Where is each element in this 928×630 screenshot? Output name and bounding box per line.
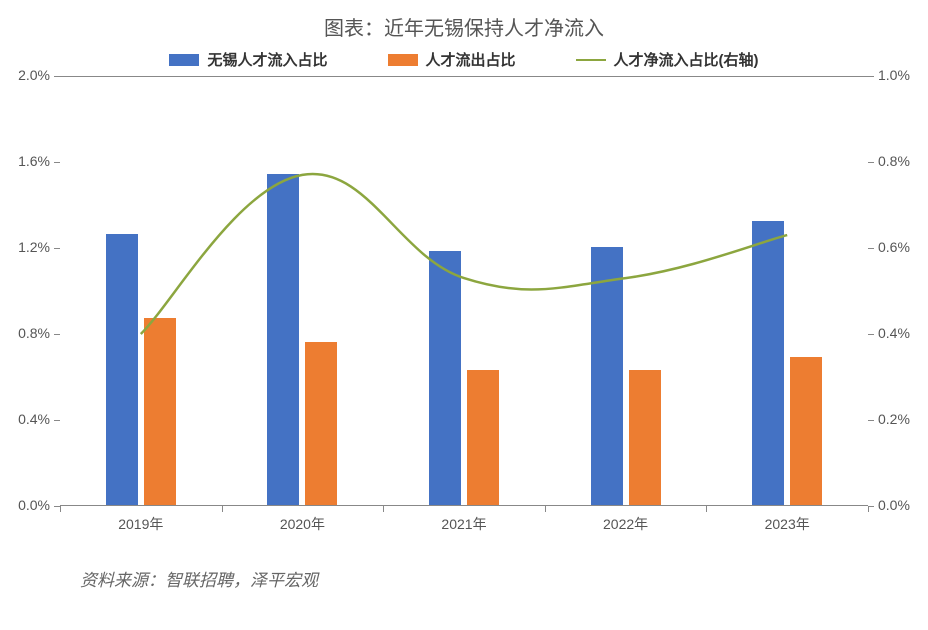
y-left-tick-mark [54, 248, 60, 249]
y-left-tick-mark [54, 76, 60, 77]
bar-inflow [752, 221, 784, 505]
y-right-tick-label: 0.8% [878, 153, 910, 169]
legend-swatch-net [576, 59, 606, 61]
bar-inflow [106, 234, 138, 505]
y-left-tick-label: 0.0% [0, 497, 50, 513]
legend-swatch-inflow [169, 54, 199, 66]
y-left-tick-mark [54, 162, 60, 163]
legend-label-inflow: 无锡人才流入占比 [207, 49, 327, 70]
legend-item-net: 人才净流入占比(右轴) [576, 49, 759, 70]
legend-label-outflow: 人才流出占比 [426, 49, 516, 70]
x-tick-mark [706, 506, 707, 512]
y-left-tick-label: 1.6% [0, 153, 50, 169]
y-right-tick-label: 0.6% [878, 239, 910, 255]
plot-area [60, 76, 868, 506]
bar-outflow [790, 357, 822, 505]
y-right-tick-mark [868, 162, 874, 163]
y-left-tick-mark [54, 420, 60, 421]
bar-outflow [144, 318, 176, 505]
bar-outflow [467, 370, 499, 505]
y-right-tick-label: 0.2% [878, 411, 910, 427]
y-left-tick-label: 0.8% [0, 325, 50, 341]
x-tick-label: 2020年 [280, 514, 325, 534]
bar-inflow [591, 247, 623, 505]
x-tick-label: 2023年 [765, 514, 810, 534]
y-left-tick-label: 2.0% [0, 67, 50, 83]
legend-item-outflow: 人才流出占比 [388, 49, 516, 70]
bar-inflow [267, 174, 299, 505]
x-tick-label: 2022年 [603, 514, 648, 534]
source-text: 资料来源：智联招聘，泽平宏观 [0, 546, 928, 591]
bar-outflow [305, 342, 337, 505]
chart-title: 图表：近年无锡保持人才净流入 [0, 0, 928, 49]
y-right-tick-mark [868, 420, 874, 421]
bar-inflow [429, 251, 461, 505]
x-tick-mark [868, 506, 869, 512]
x-tick-mark [60, 506, 61, 512]
y-left-tick-label: 0.4% [0, 411, 50, 427]
legend-swatch-outflow [388, 54, 418, 66]
bar-outflow [629, 370, 661, 505]
y-right-tick-mark [868, 76, 874, 77]
x-tick-mark [545, 506, 546, 512]
y-right-tick-label: 0.4% [878, 325, 910, 341]
y-left-tick-mark [54, 334, 60, 335]
x-tick-mark [222, 506, 223, 512]
x-tick-label: 2021年 [441, 514, 486, 534]
y-right-tick-label: 0.0% [878, 497, 910, 513]
y-right-tick-label: 1.0% [878, 67, 910, 83]
legend-label-net: 人才净流入占比(右轴) [614, 49, 759, 70]
plot-wrap: 0.0%0.4%0.8%1.2%1.6%2.0%0.0%0.2%0.4%0.6%… [0, 76, 928, 546]
x-tick-mark [383, 506, 384, 512]
y-right-tick-mark [868, 248, 874, 249]
y-left-tick-label: 1.2% [0, 239, 50, 255]
legend-item-inflow: 无锡人才流入占比 [169, 49, 327, 70]
x-tick-label: 2019年 [118, 514, 163, 534]
y-right-tick-mark [868, 334, 874, 335]
legend: 无锡人才流入占比 人才流出占比 人才净流入占比(右轴) [0, 49, 928, 76]
